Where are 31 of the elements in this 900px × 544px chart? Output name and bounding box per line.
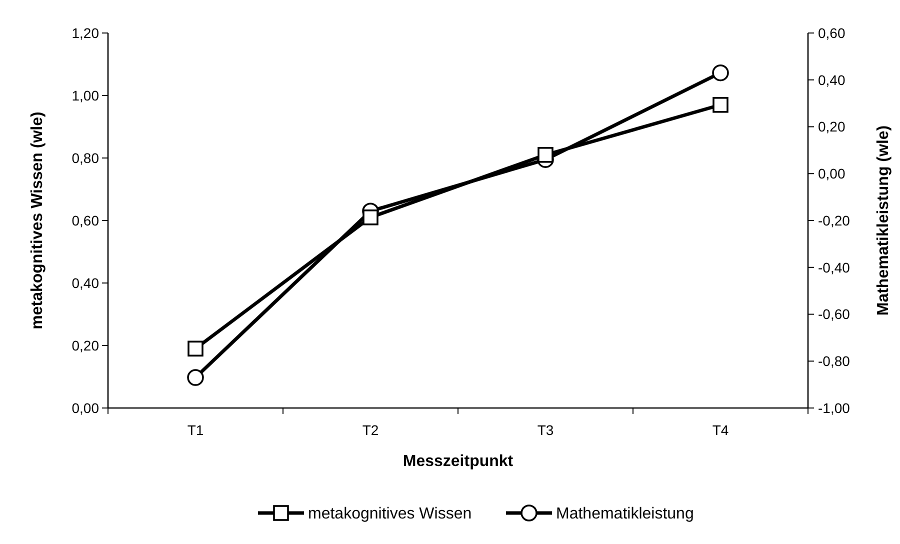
y2-tick-label: -1,00 <box>818 400 850 416</box>
y-tick-label: 1,20 <box>72 24 100 41</box>
y2-tick-label: 0,00 <box>818 166 846 182</box>
point <box>538 146 554 163</box>
point <box>712 96 728 113</box>
x-tick-label: T4 <box>712 422 729 438</box>
x-tick-label: T2 <box>362 422 379 438</box>
y2-tick-label: -0,60 <box>818 306 850 322</box>
y-tick-label: 0,60 <box>72 212 100 228</box>
y-tick-label: 0,20 <box>72 337 100 354</box>
y2-tick-label: -0,80 <box>818 353 850 370</box>
x-tick-label: T1 <box>187 422 204 438</box>
y-tick-label: 0,40 <box>72 274 100 291</box>
point <box>188 340 204 357</box>
legend-label: Mathematikleistung <box>556 506 694 523</box>
y2-tick-label: -0,20 <box>818 212 850 228</box>
y2-tick-label: 0,60 <box>818 24 846 41</box>
x-tick-label: T3 <box>537 422 554 438</box>
x-axis-title: Messzeitpunkt <box>402 453 514 470</box>
y2-tick-label: 0,20 <box>818 118 846 135</box>
y-axis-title: metakognitives Wissen (wle) <box>29 112 46 330</box>
point <box>362 209 378 226</box>
point <box>712 64 729 82</box>
point <box>187 369 204 386</box>
y2-tick-label: 0,40 <box>818 72 846 88</box>
y-tick-label: 0,80 <box>72 150 100 166</box>
y-tick-label: 0,00 <box>72 400 100 416</box>
y2-tick-label: -0,40 <box>818 259 850 276</box>
y2-axis-title: Mathematikleistung (wle) <box>875 125 892 316</box>
y-tick-label: 1,00 <box>72 87 100 104</box>
legend-label: metakognitives Wissen <box>308 506 472 523</box>
